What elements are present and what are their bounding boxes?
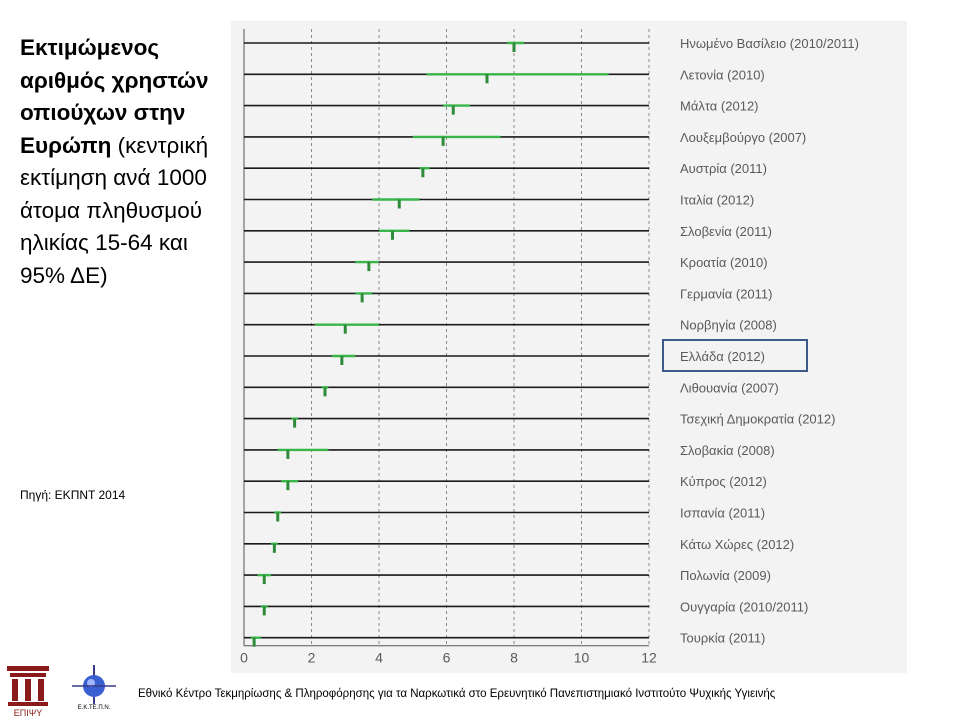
country-label: Λιθουανία (2007) xyxy=(680,380,779,395)
chart-title-subtitle: (κεντρική εκτίμηση ανά 1000 άτομα πληθυσ… xyxy=(20,132,209,288)
country-label: Κάτω Χώρες (2012) xyxy=(680,537,794,552)
ektepn-logo-text: Ε.Κ.ΤΕ.Π.Ν. xyxy=(78,705,111,711)
x-tick-label: 10 xyxy=(574,650,590,666)
x-tick-label: 12 xyxy=(641,650,657,666)
x-tick-label: 4 xyxy=(375,650,383,666)
country-label: Ιταλία (2012) xyxy=(680,193,754,208)
country-label: Κύπρος (2012) xyxy=(680,474,767,489)
errorbar-chart: 0 2 4 6 8 10 12 Ηνωμένο Βασίλειο (2010/2011) Λετ… xyxy=(240,29,859,666)
highlight-box xyxy=(662,339,808,372)
country-label: Νορβηγία (2008) xyxy=(680,318,777,333)
epipsy-logo: ΕΠΙΨΥ xyxy=(4,664,52,718)
country-label: Ηνωμένο Βασίλειο (2010/2011) xyxy=(680,36,859,51)
country-label: Λουξεμβούργο (2007) xyxy=(680,130,806,145)
country-label: Αυστρία (2011) xyxy=(680,161,767,176)
footer-institution: Εθνικό Κέντρο Τεκμηρίωσης & Πληροφόρησης… xyxy=(138,688,776,700)
ektepn-logo: Ε.Κ.ΤΕ.Π.Ν. xyxy=(64,664,124,718)
source-note: Πηγή: ΕΚΠΝΤ 2014 xyxy=(20,488,126,502)
country-label: Σλοβακία (2008) xyxy=(680,443,775,458)
country-label: Λετονία (2010) xyxy=(680,67,765,82)
chart-panel: 0 2 4 6 8 10 12 Ηνωμένο Βασίλειο (2010/2011) Λετ… xyxy=(231,21,907,673)
country-label: Ισπανία (2011) xyxy=(680,506,765,521)
country-label: Πολωνία (2009) xyxy=(680,568,771,583)
epipsy-logo-text: ΕΠΙΨΥ xyxy=(14,708,43,718)
country-label: Κροατία (2010) xyxy=(680,255,768,270)
country-label: Σλοβενία (2011) xyxy=(680,224,772,239)
x-tick-label: 8 xyxy=(510,650,518,666)
country-label: Ουγγαρία (2010/2011) xyxy=(680,599,808,614)
country-label: Γερμανία (2011) xyxy=(680,286,773,301)
country-label: Τουρκία (2011) xyxy=(680,631,765,646)
x-tick-label: 2 xyxy=(308,650,316,666)
chart-title: Εκτιμώμενος αριθμός χρηστών οπιούχων στη… xyxy=(20,32,230,292)
country-label: Ελλάδα (2012) xyxy=(680,349,765,364)
x-tick-label: 0 xyxy=(240,650,248,666)
country-label: Τσεχική Δημοκρατία (2012) xyxy=(680,412,835,427)
chart-title-bold: Εκτιμώμενος αριθμός χρηστών οπιούχων στη… xyxy=(20,35,209,158)
country-label: Μάλτα (2012) xyxy=(680,99,759,114)
x-tick-label: 6 xyxy=(443,650,451,666)
